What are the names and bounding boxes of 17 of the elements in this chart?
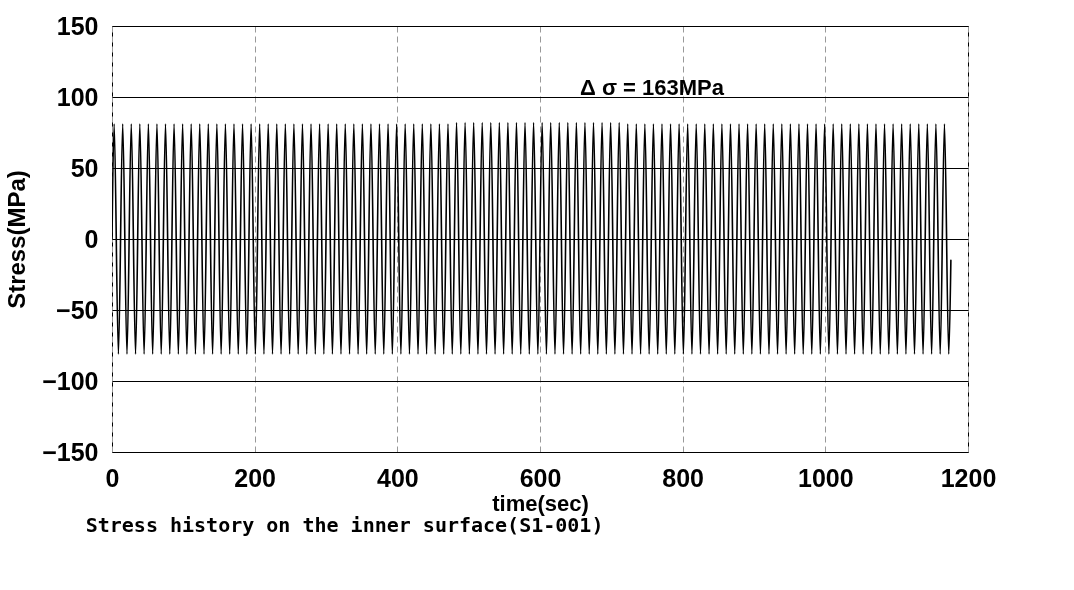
x-axis-title: time(sec)	[492, 490, 589, 516]
annotation: Δ σ = 163MPa	[580, 75, 725, 100]
x-tick-label: 0	[105, 463, 120, 492]
y-tick-label: −150	[42, 437, 99, 466]
x-tick-label: 1000	[798, 463, 854, 492]
x-tick-label: 800	[662, 463, 705, 492]
x-tick-label: 600	[519, 463, 562, 492]
y-tick-label: 100	[56, 82, 99, 111]
y-axis-title: Stress(MPa)	[3, 170, 31, 309]
x-tick-label: 200	[234, 463, 277, 492]
x-tick-label: 400	[376, 463, 419, 492]
y-tick-label: 0	[84, 224, 99, 253]
y-tick-label: −50	[56, 295, 99, 324]
y-tick-label: 50	[70, 153, 99, 182]
x-tick-label: 1200	[940, 463, 997, 492]
y-tick-label: 150	[56, 11, 99, 40]
y-tick-label: −100	[42, 366, 99, 395]
